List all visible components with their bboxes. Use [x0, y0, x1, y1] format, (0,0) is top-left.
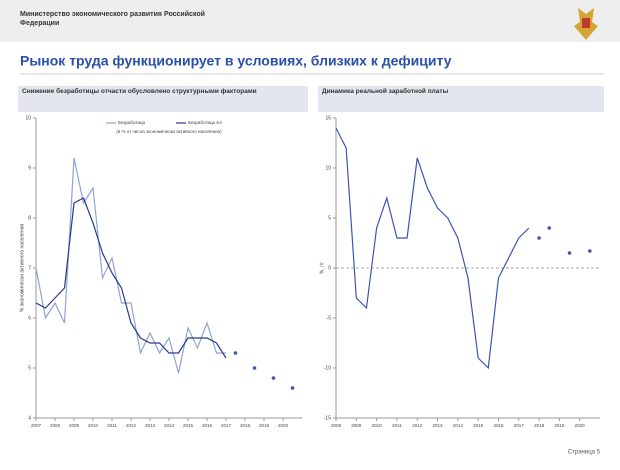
- forecast-point: [252, 366, 257, 370]
- x-tick-label: 2016: [202, 423, 213, 428]
- x-tick-label: 2018: [240, 423, 251, 428]
- panel-header: [18, 86, 308, 112]
- x-tick-label: 2010: [372, 423, 383, 428]
- emblem: [574, 8, 598, 40]
- x-tick-label: 2008: [50, 423, 61, 428]
- slide-title: Рынок труда функционирует в условиях, бл…: [20, 53, 452, 69]
- y-tick-label: -10: [324, 365, 331, 371]
- x-tick-label: 2014: [164, 423, 175, 428]
- y-tick-label: 7: [28, 265, 31, 271]
- ministry: Министерство экономического развития Рос…: [20, 11, 205, 27]
- x-tick-label: 2012: [412, 423, 423, 428]
- page-number: Страница 5: [568, 450, 601, 456]
- y-tick-label: 0: [328, 265, 331, 271]
- x-tick-label: 2014: [453, 423, 464, 428]
- x-tick-label: 2008: [331, 423, 342, 428]
- x-tick-label: 2020: [278, 423, 289, 428]
- panel-title-box: Динамика реальной заработной платы: [322, 88, 449, 95]
- panel-header: [318, 86, 604, 112]
- y-tick-label: 4: [28, 415, 31, 421]
- x-tick-label: 2011: [107, 423, 117, 428]
- y-tick-label: -15: [324, 415, 331, 421]
- y-axis-label: % экономически активного населения: [19, 224, 25, 313]
- x-tick-label: 2015: [183, 423, 194, 428]
- ministry-box: Министерство экономического развития Рос…: [20, 11, 205, 27]
- y-tick-label: 15: [325, 115, 331, 121]
- forecast-point: [271, 376, 276, 380]
- y-tick-label: 6: [28, 315, 31, 321]
- x-tick-label: 2016: [493, 423, 504, 428]
- y-tick-label: 9: [28, 165, 31, 171]
- x-tick-label: 2009: [351, 423, 362, 428]
- y-tick-label: 10: [325, 165, 331, 171]
- legend-label: Безработица: [118, 120, 146, 125]
- x-tick-label: 2018: [534, 423, 545, 428]
- x-tick-label: 2011: [392, 423, 402, 428]
- x-tick-label: 2019: [554, 423, 565, 428]
- panel-title-box: Снижение безработицы отчасти обусловлено…: [22, 88, 257, 95]
- series-line: [335, 127, 530, 370]
- forecast-point: [233, 351, 238, 355]
- y-tick-label: -5: [327, 315, 332, 321]
- x-tick-label: 2017: [221, 423, 232, 428]
- x-tick-label: 2012: [126, 423, 137, 428]
- forecast-point: [537, 236, 541, 240]
- y-axis-label: %, г/г: [319, 262, 325, 274]
- header-bar: [0, 0, 620, 42]
- x-tick-label: 2010: [88, 423, 99, 428]
- x-tick-label: 2020: [575, 423, 586, 428]
- x-tick-label: 2015: [473, 423, 484, 428]
- y-tick-label: 10: [25, 115, 31, 121]
- series-line: [35, 197, 227, 359]
- x-tick-label: 2013: [433, 423, 444, 428]
- legend-label: Безработица SA: [188, 120, 222, 125]
- forecast-point: [547, 226, 552, 230]
- y-tick-label: 5: [28, 365, 31, 371]
- forecast-point: [567, 251, 572, 255]
- x-tick-label: 2007: [31, 423, 42, 428]
- y-tick-label: 5: [328, 215, 331, 221]
- y-tick-label: 8: [28, 215, 31, 221]
- x-tick-label: 2009: [69, 423, 80, 428]
- series-line: [35, 157, 226, 374]
- forecast-point: [588, 249, 592, 253]
- x-tick-label: 2013: [145, 423, 156, 428]
- x-tick-label: 2017: [514, 423, 525, 428]
- x-tick-label: 2019: [259, 423, 270, 428]
- forecast-point: [290, 386, 295, 390]
- chart-note: (в % от числа экономически активного нас…: [116, 129, 222, 134]
- panel-title: Снижение безработицы отчасти обусловлено…: [22, 88, 257, 95]
- panel-title: Динамика реальной заработной платы: [322, 88, 449, 95]
